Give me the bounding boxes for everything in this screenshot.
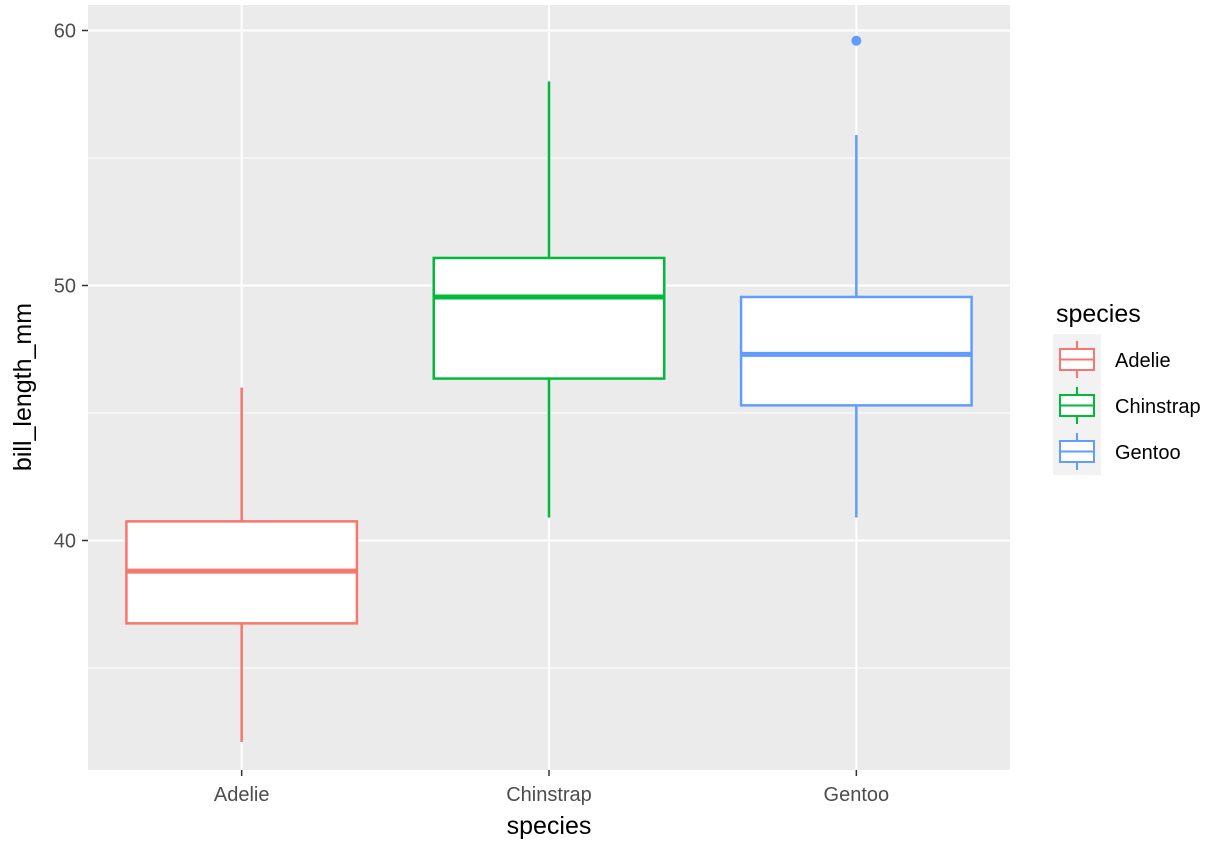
y-tick-label: 50: [54, 276, 76, 298]
legend-key-adelie: Adelie: [1059, 341, 1171, 378]
x-tick-label: Gentoo: [824, 784, 890, 806]
legend: species Adelie Chinstrap Gentoo: [1053, 300, 1201, 475]
box-iqr: [432, 256, 666, 380]
legend-label: Chinstrap: [1115, 396, 1201, 418]
legend-keys: Adelie Chinstrap Gentoo: [1059, 341, 1201, 470]
boxes-layer: [125, 35, 973, 742]
y-tick-label: 40: [54, 531, 76, 553]
legend-title: species: [1056, 300, 1141, 328]
x-tick-label: Chinstrap: [506, 784, 592, 806]
box-chinstrap: [432, 81, 666, 518]
legend-label: Gentoo: [1115, 442, 1181, 464]
legend-label: Adelie: [1115, 350, 1171, 372]
box-adelie: [125, 387, 359, 742]
x-tick-label: Adelie: [214, 784, 270, 806]
x-axis: Adelie Chinstrap Gentoo: [214, 770, 889, 806]
outlier-point: [851, 35, 862, 46]
box-iqr: [739, 295, 973, 407]
legend-key-chinstrap: Chinstrap: [1059, 387, 1201, 424]
legend-key-gentoo: Gentoo: [1059, 433, 1181, 470]
y-tick-label: 60: [54, 21, 76, 43]
y-axis: 40 50 60: [54, 21, 88, 553]
y-axis-title: bill_length_mm: [9, 303, 37, 471]
x-axis-title: species: [507, 812, 592, 840]
box-gentoo: [739, 35, 973, 518]
